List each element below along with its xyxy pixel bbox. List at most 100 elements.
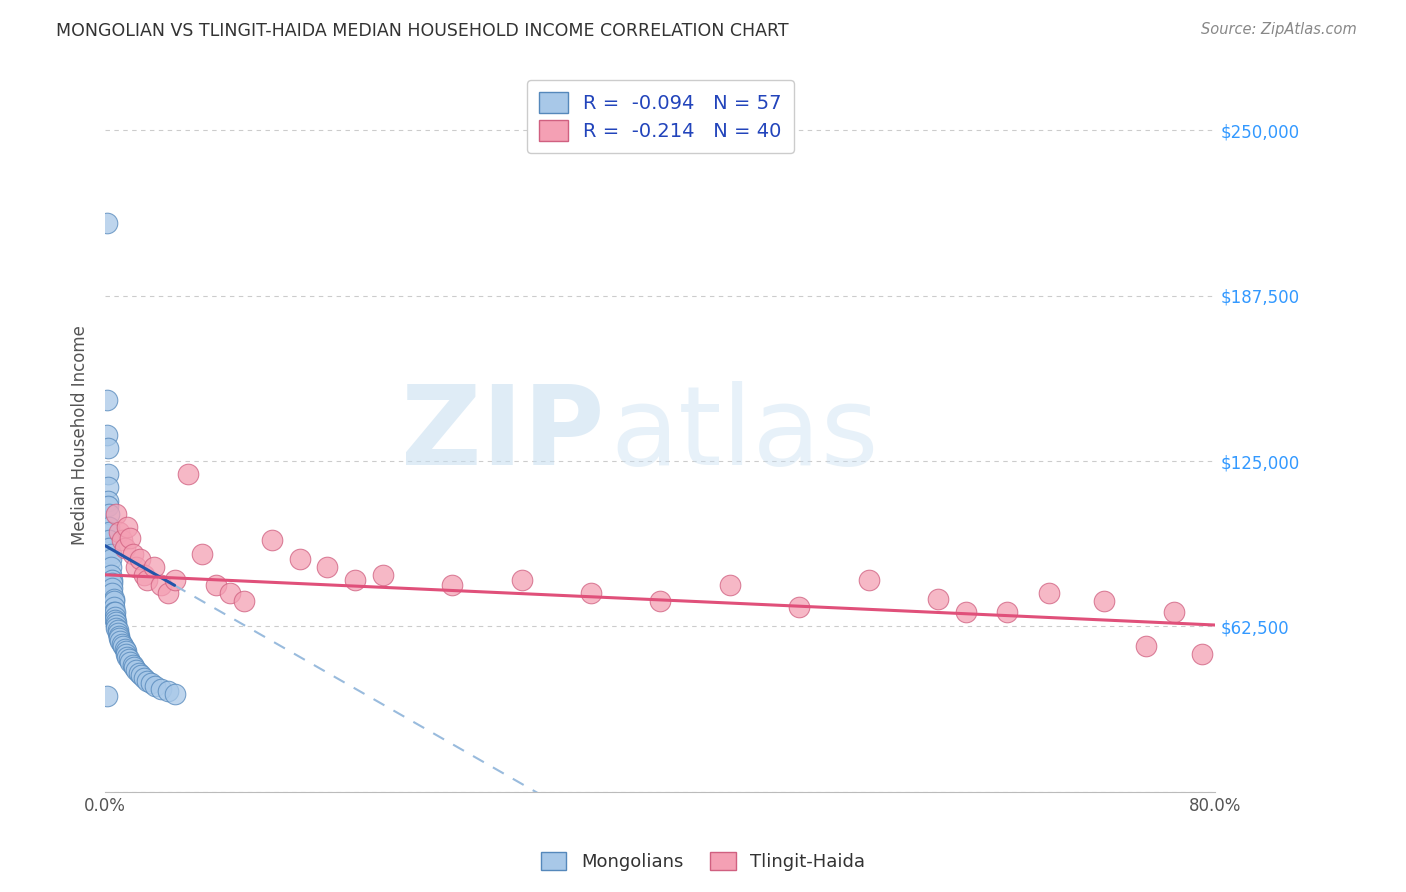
Point <box>371 567 394 582</box>
Point <box>143 679 166 693</box>
Point <box>132 671 155 685</box>
Legend: R =  -0.094   N = 57, R =  -0.214   N = 40: R = -0.094 N = 57, R = -0.214 N = 40 <box>527 80 793 153</box>
Point <box>142 559 165 574</box>
Point <box>579 586 602 600</box>
Point <box>233 594 256 608</box>
Point <box>103 599 125 614</box>
Point <box>100 567 122 582</box>
Point <box>955 605 977 619</box>
Point <box>98 533 121 548</box>
Point <box>316 559 339 574</box>
Point <box>97 467 120 482</box>
Point <box>108 629 131 643</box>
Point <box>101 581 124 595</box>
Point <box>650 594 672 608</box>
Point <box>104 605 127 619</box>
Point <box>132 567 155 582</box>
Point <box>122 657 145 672</box>
Point <box>149 578 172 592</box>
Point <box>100 552 122 566</box>
Point <box>156 586 179 600</box>
Point <box>163 573 186 587</box>
Point <box>107 624 129 638</box>
Point <box>105 615 128 630</box>
Point <box>128 665 150 680</box>
Point <box>115 644 138 658</box>
Point <box>1038 586 1060 600</box>
Point <box>97 499 120 513</box>
Point <box>96 427 118 442</box>
Point <box>120 655 142 669</box>
Point <box>96 393 118 408</box>
Point <box>98 525 121 540</box>
Point <box>117 520 139 534</box>
Point <box>98 507 121 521</box>
Text: MONGOLIAN VS TLINGIT-HAIDA MEDIAN HOUSEHOLD INCOME CORRELATION CHART: MONGOLIAN VS TLINGIT-HAIDA MEDIAN HOUSEH… <box>56 22 789 40</box>
Point <box>1094 594 1116 608</box>
Legend: Mongolians, Tlingit-Haida: Mongolians, Tlingit-Haida <box>534 845 872 879</box>
Text: Source: ZipAtlas.com: Source: ZipAtlas.com <box>1201 22 1357 37</box>
Point <box>97 480 120 494</box>
Point <box>139 676 162 690</box>
Point <box>103 605 125 619</box>
Point <box>219 586 242 600</box>
Point <box>105 618 128 632</box>
Point <box>103 591 125 606</box>
Point <box>510 573 533 587</box>
Point <box>858 573 880 587</box>
Point <box>114 541 136 556</box>
Point <box>110 634 132 648</box>
Point <box>344 573 367 587</box>
Point <box>441 578 464 592</box>
Point <box>114 641 136 656</box>
Point <box>177 467 200 482</box>
Point <box>96 690 118 704</box>
Point <box>125 663 148 677</box>
Point <box>96 216 118 230</box>
Point <box>122 547 145 561</box>
Point <box>191 547 214 561</box>
Text: ZIP: ZIP <box>402 381 605 488</box>
Point <box>129 552 152 566</box>
Point <box>1191 647 1213 661</box>
Point <box>100 559 122 574</box>
Point <box>100 547 122 561</box>
Point <box>135 673 157 688</box>
Point <box>103 594 125 608</box>
Point <box>97 493 120 508</box>
Point <box>124 660 146 674</box>
Point <box>111 533 134 548</box>
Y-axis label: Median Household Income: Median Household Income <box>72 325 89 544</box>
Point <box>115 647 138 661</box>
Point <box>120 531 142 545</box>
Point <box>108 632 131 646</box>
Point <box>105 621 128 635</box>
Point <box>718 578 741 592</box>
Point <box>163 687 186 701</box>
Point <box>105 507 128 521</box>
Point <box>129 668 152 682</box>
Point <box>98 520 121 534</box>
Point <box>98 541 121 556</box>
Text: atlas: atlas <box>610 381 879 488</box>
Point <box>97 441 120 455</box>
Point <box>787 599 810 614</box>
Point <box>118 652 141 666</box>
Point <box>1135 639 1157 653</box>
Point <box>107 626 129 640</box>
Point <box>288 552 311 566</box>
Point <box>101 586 124 600</box>
Point <box>125 559 148 574</box>
Point <box>995 605 1018 619</box>
Point <box>205 578 228 592</box>
Point <box>101 573 124 587</box>
Point <box>260 533 283 548</box>
Point <box>117 649 139 664</box>
Point <box>112 639 135 653</box>
Point <box>111 636 134 650</box>
Point <box>135 573 157 587</box>
Point <box>927 591 949 606</box>
Point <box>104 610 127 624</box>
Point <box>1163 605 1185 619</box>
Point <box>156 684 179 698</box>
